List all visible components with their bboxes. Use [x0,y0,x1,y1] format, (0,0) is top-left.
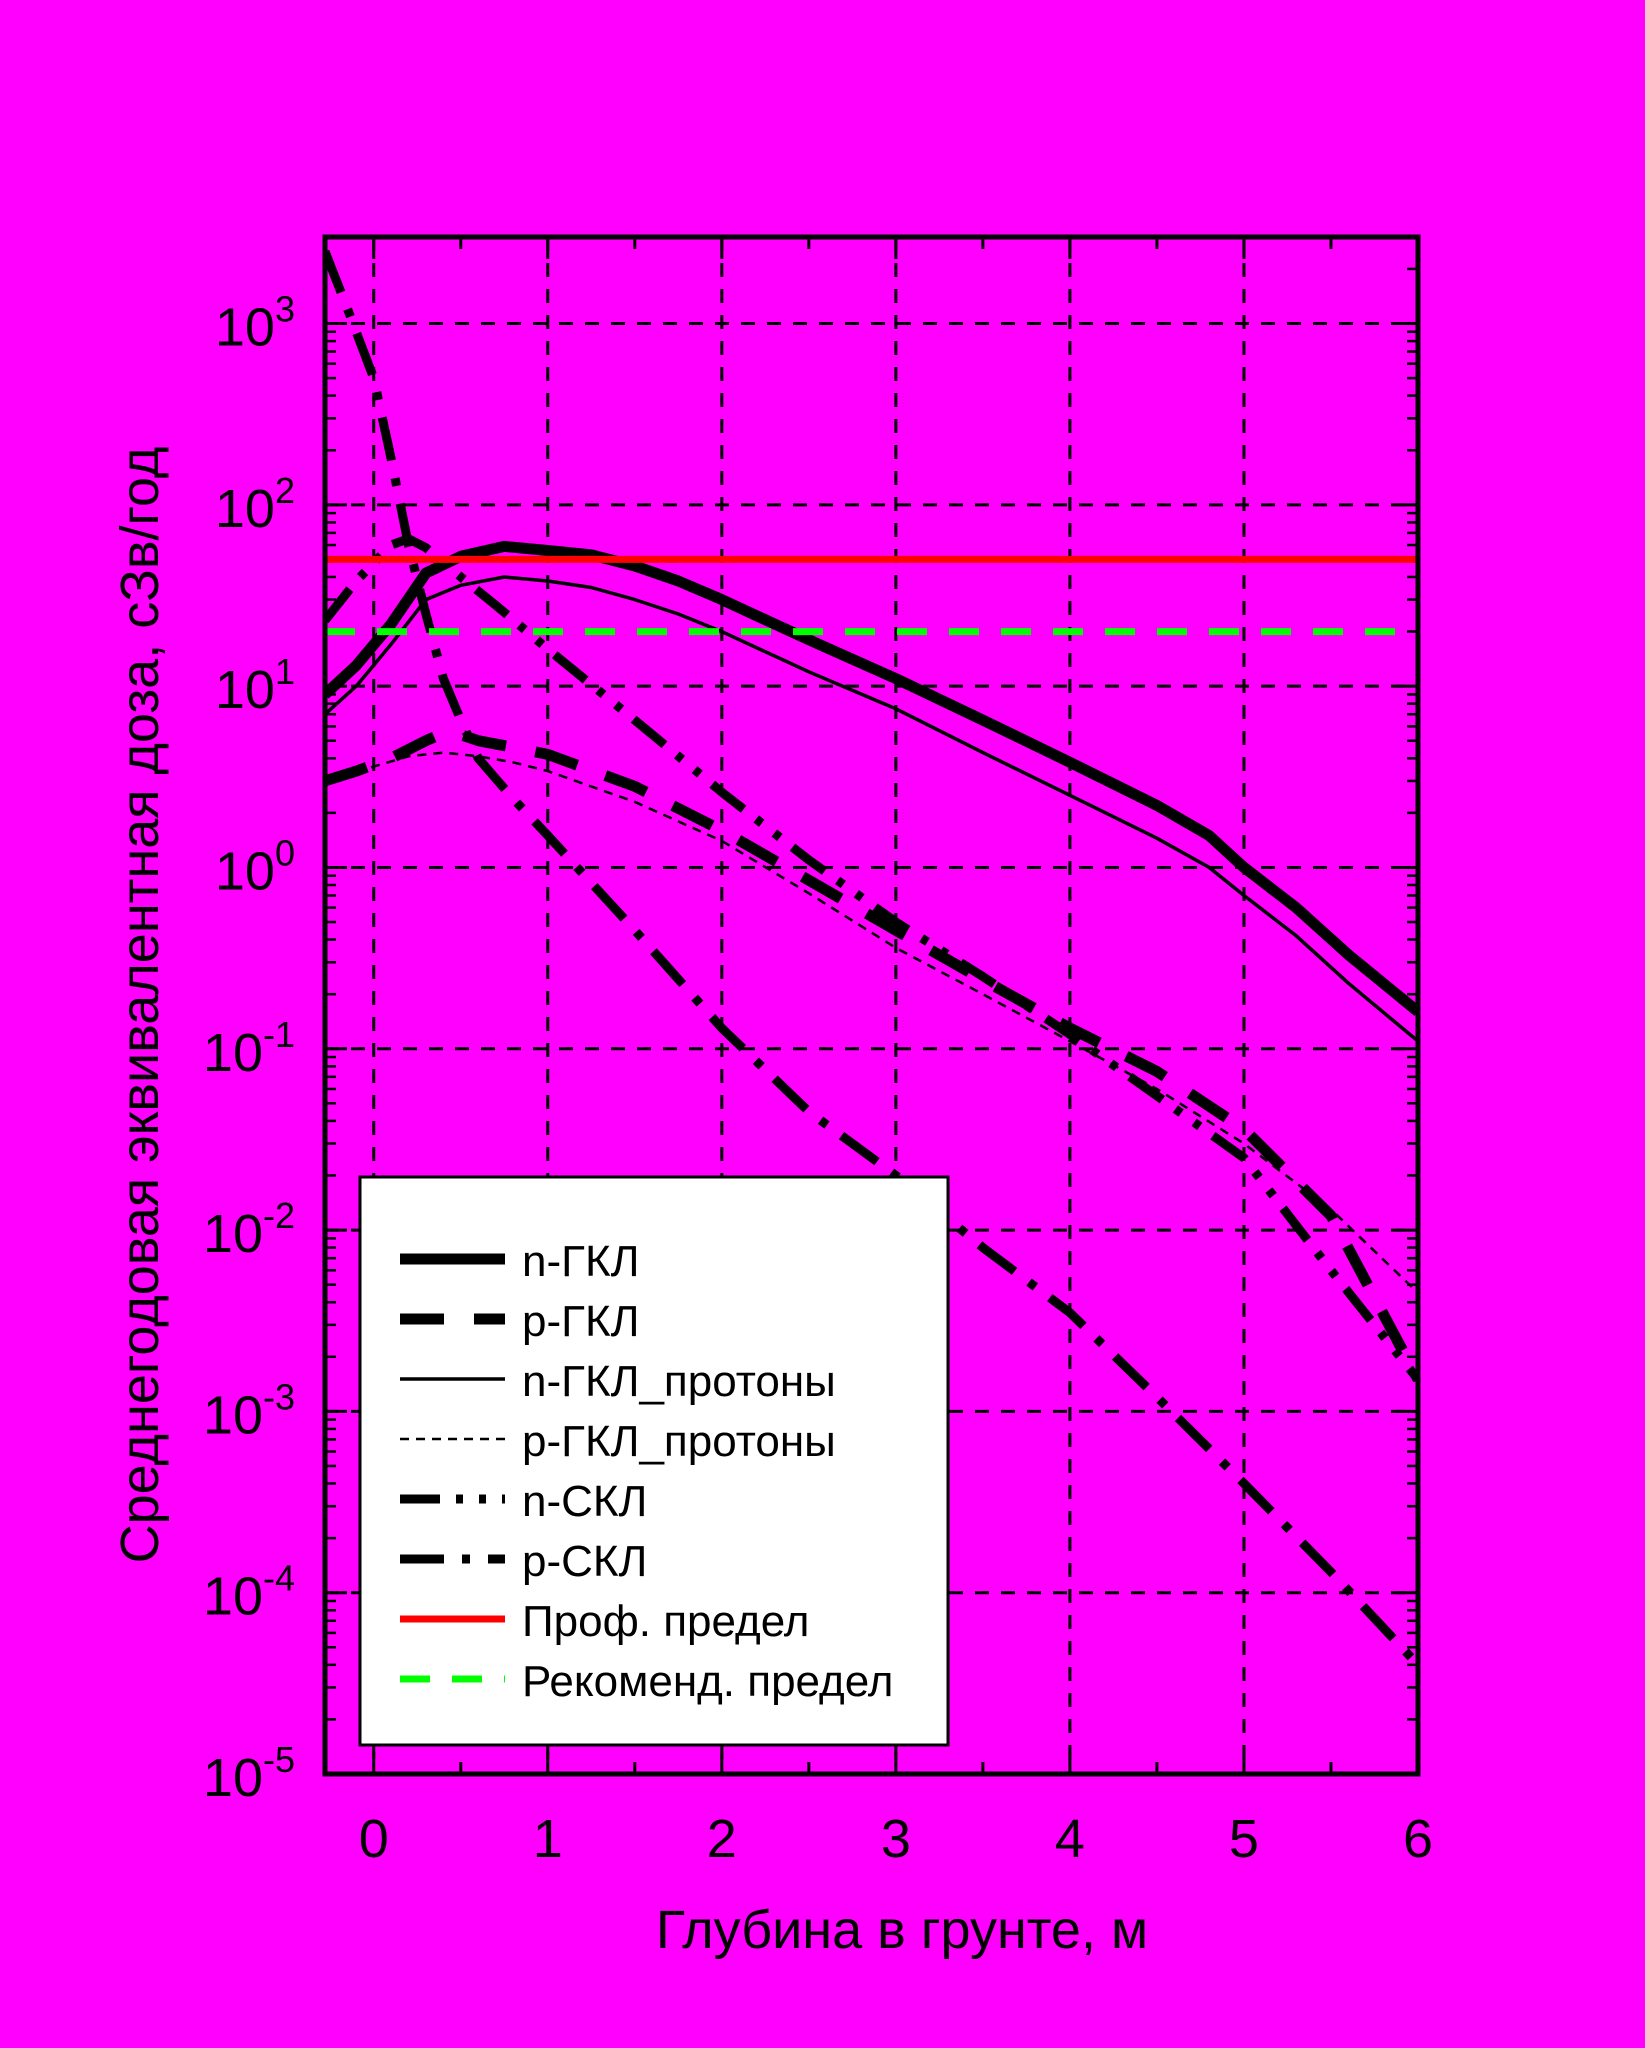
x-tick-label: 3 [881,1809,911,1869]
x-tick-label: 5 [1229,1809,1259,1869]
y-tick-label: 101 [215,651,295,720]
x-tick-label: 6 [1403,1809,1433,1869]
x-tick-label: 4 [1055,1809,1085,1869]
y-axis-label: Среднегодовая эквивалентная доза, сЗв/го… [110,447,170,1564]
legend-box [358,1175,950,1747]
y-tick-labels: 10-5 10-4 10-3 10-2 10-1 100 101 102 103 [203,289,295,1808]
x-tick-label: 1 [533,1809,563,1869]
legend-label-0: n-ГКЛ [522,1237,639,1286]
legend-label-6: Проф. предел [522,1597,809,1646]
y-tick-label: 10-5 [203,1739,295,1808]
legend-label-3: p-ГКЛ_протоны [522,1417,836,1466]
legend-label-4: n-СКЛ [522,1477,647,1526]
x-tick-label: 0 [359,1809,389,1869]
y-tick-label: 10-2 [203,1195,295,1264]
x-tick-labels: 0 1 2 3 4 5 6 [359,1809,1433,1869]
x-tick-label: 2 [707,1809,737,1869]
y-tick-label: 10-1 [203,1014,295,1083]
plot-frame [322,234,1421,1777]
y-tick-label: 100 [215,832,295,901]
legend-label-1: p-ГКЛ [522,1297,639,1346]
series-line-0 [325,540,1418,1016]
series-line-3 [325,751,1418,1294]
y-tick-label: 10-3 [203,1376,295,1445]
series-group [325,249,1418,1668]
legend-label-5: p-СКЛ [522,1537,647,1586]
y-tick-label: 102 [215,470,295,539]
x-axis-label: Глубина в грунте, м [656,1900,1148,1960]
legend-label-7: Рекоменд. предел [522,1657,893,1706]
y-tick-label: 103 [215,289,295,358]
series-line-2 [325,575,1418,1043]
series-line-5 [325,249,1418,1668]
legend: n-ГКЛ p-ГКЛ n-ГКЛ_протоны p-ГКЛ_протоны n-СК… [358,1175,950,1747]
series-line-1 [325,727,1418,1382]
legend-label-2: n-ГКЛ_протоны [522,1357,836,1406]
y-tick-label: 10-4 [203,1558,295,1627]
